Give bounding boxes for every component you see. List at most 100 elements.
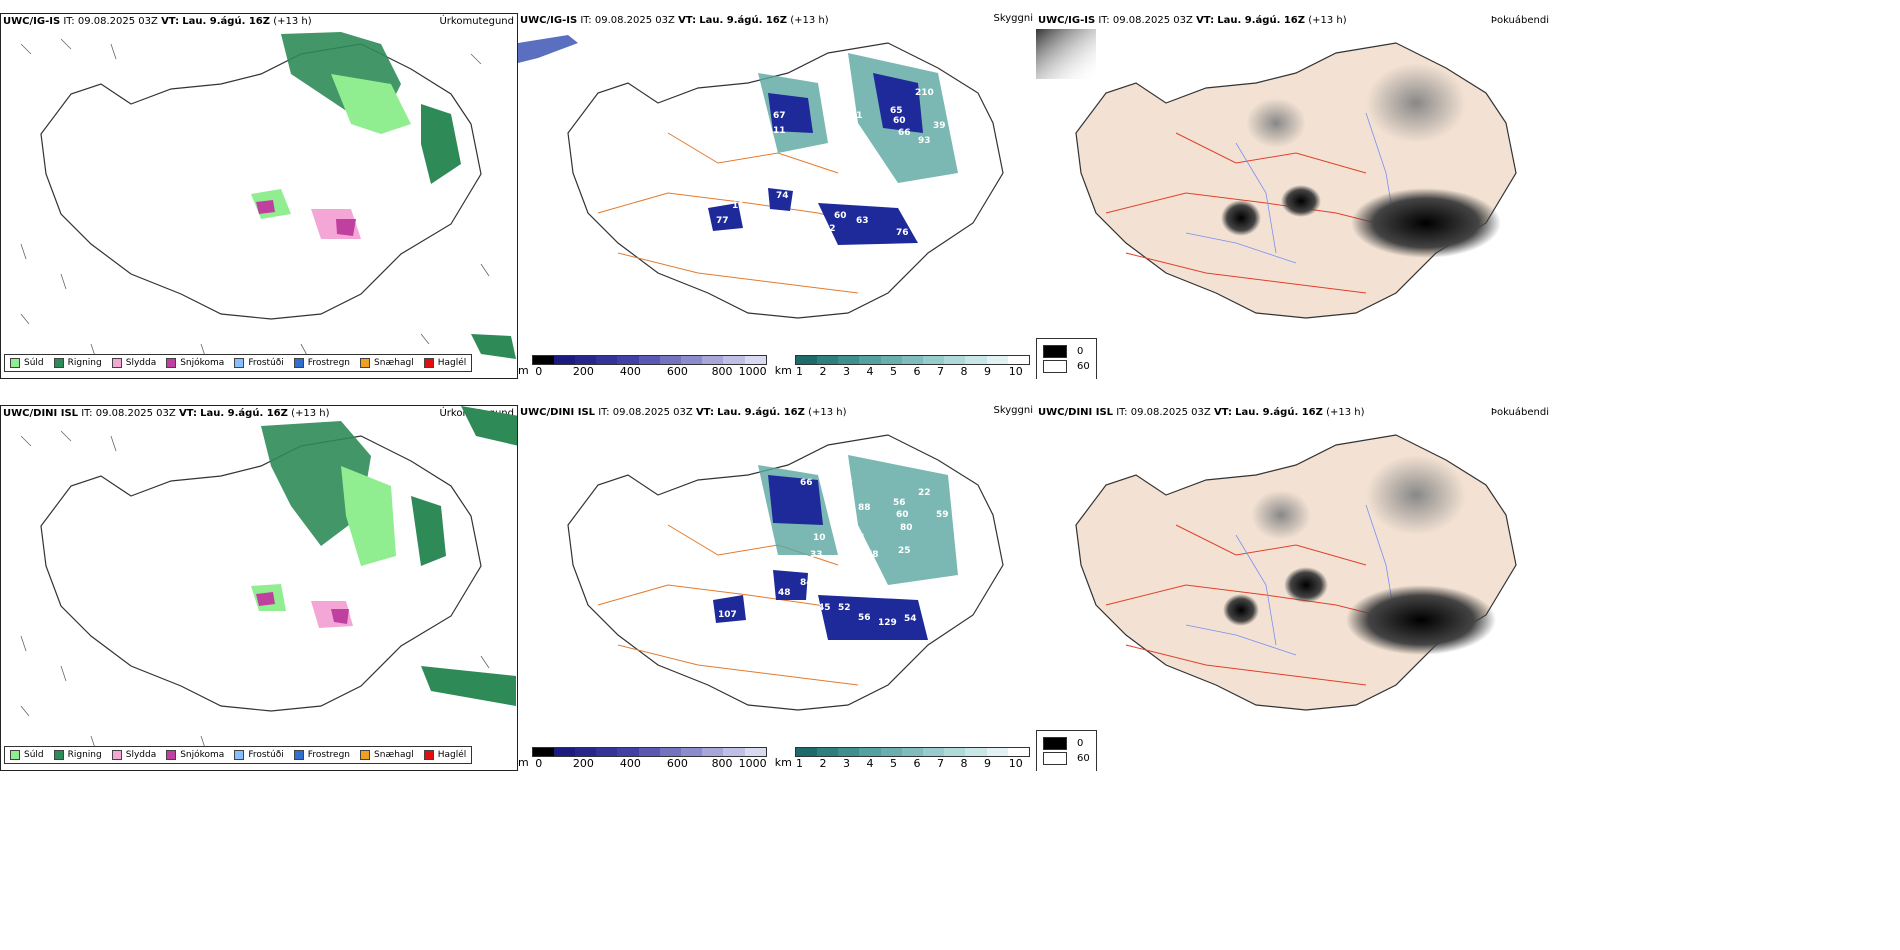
fog-legend-row: 60 — [1043, 752, 1090, 765]
cloud-base-label: 66 — [800, 478, 813, 488]
legend-swatch — [360, 358, 371, 368]
legend-item: Súld — [10, 750, 44, 760]
cloud-visibility-panel-row1: UWC/IG-IS IT: 09.08.2025 03Z VT: Lau. 9.… — [518, 13, 1036, 379]
cloud-base-label: 66 — [898, 128, 911, 138]
colorbar-tick: 5 — [890, 365, 897, 378]
colorbar-tick: 7 — [937, 757, 944, 770]
colorbar-tick: 4 — [866, 365, 874, 378]
cloud-base-label: 210 — [915, 88, 934, 98]
cloud-base-label: 61 — [913, 216, 926, 226]
fog-legend-row: 0 — [1043, 737, 1090, 750]
colorbar-tick: 200 — [572, 757, 594, 770]
cloud-base-label: 88 — [858, 503, 871, 513]
cloud-base-label: 65 — [890, 106, 903, 116]
panel-title: UWC/IG-IS IT: 09.08.2025 03Z VT: Lau. 9.… — [520, 15, 829, 26]
cloud-base-label: 10 — [813, 533, 826, 543]
colorbar-tick: 8 — [960, 757, 968, 770]
legend-item: Frostúði — [234, 358, 284, 368]
legend-item: Súld — [10, 358, 44, 368]
cloud-visibility-map: 52 86 71 65 60 66 93 210 39 67 11 74 90 … — [518, 35, 1004, 319]
cloud-base-label: 65 — [838, 585, 851, 595]
colorbar-cells — [531, 747, 767, 757]
legend-item: Snæhagl — [360, 358, 414, 368]
legend-item: Haglél — [423, 358, 466, 368]
legend-swatch — [166, 358, 177, 368]
cloud-base-label: 22 — [918, 488, 931, 498]
legend-item: Frostregn — [293, 358, 350, 368]
colorbar-tick: 400 — [619, 365, 641, 378]
cloud-base-label: 67 — [773, 111, 786, 121]
legend-item: Slydda — [111, 750, 156, 760]
precip-map — [20, 32, 516, 360]
cloud-base-label: 45 — [818, 603, 831, 613]
iceland-coastline — [567, 42, 1004, 319]
cloud-base-label: 60 — [896, 510, 909, 520]
cloud-base-label: 11 — [732, 201, 745, 211]
fog-index-panel-row2: UWC/DINI ISL IT: 09.08.2025 03Z VT: Lau.… — [1036, 405, 1552, 771]
legend-swatch — [293, 358, 304, 368]
cloud-base-label: 77 — [716, 216, 729, 226]
cloud-base-unit: m — [518, 364, 529, 377]
legend-swatch — [166, 750, 177, 760]
cloud-base-label: 90 — [866, 158, 879, 168]
visibility-unit: km — [774, 756, 792, 769]
legend-swatch — [234, 750, 245, 760]
cloud-base-label: 65 — [858, 176, 871, 186]
legend-swatch — [360, 750, 371, 760]
colorbar-tick: 1 — [796, 365, 803, 378]
legend-swatch — [423, 750, 434, 760]
cloud-base-unit: m — [518, 756, 529, 769]
legend-swatch — [111, 750, 122, 760]
colorbar-tick: 9 — [984, 757, 991, 770]
legend-item: Snæhagl — [360, 750, 414, 760]
cloud-base-label: 47 — [856, 568, 869, 578]
colorbar-cells — [531, 355, 767, 365]
panel-parameter-label: Þokuábendi — [1490, 407, 1549, 418]
colorbar-tick: 800 — [711, 365, 733, 378]
cloud-base-label: 71 — [850, 111, 863, 121]
cloud-base-label: 74 — [776, 191, 789, 201]
fog-index-map — [1075, 434, 1517, 711]
cloud-base-label: 84 — [800, 578, 813, 588]
colorbar-tick: 10 — [1008, 757, 1023, 770]
fog-index-legend: 0 60 — [1036, 730, 1097, 771]
legend-swatch — [10, 358, 20, 368]
cloud-base-label: 11 — [773, 126, 786, 136]
colorbar-tick: 5 — [890, 757, 897, 770]
cloud-base-label: 33 — [810, 550, 823, 560]
fog-legend-row: 0 — [1043, 345, 1090, 358]
cloud-base-label: 54 — [904, 614, 917, 624]
legend-swatch — [111, 358, 122, 368]
legend-item: Snjókoma — [166, 750, 224, 760]
legend-item: Frostregn — [293, 750, 350, 760]
cloud-base-label: 39 — [933, 121, 946, 131]
colorbar-tick: 6 — [913, 757, 921, 770]
cloud-base-label: 52 — [838, 603, 851, 613]
colorbar-tick: 3 — [843, 365, 850, 378]
panel-title: UWC/IG-IS IT: 09.08.2025 03Z VT: Lau. 9.… — [1038, 15, 1347, 26]
cloud-base-label: 78 — [866, 550, 879, 560]
colorbar-tick: 1000 — [738, 757, 767, 770]
colorbar-tick: 7 — [937, 365, 944, 378]
cloud-base-label: 107 — [718, 610, 737, 620]
colorbar-tick: 8 — [960, 365, 968, 378]
panel-title: UWC/DINI ISL IT: 09.08.2025 03Z VT: Lau.… — [1038, 407, 1365, 418]
legend-item: Rigning — [53, 358, 102, 368]
panel-parameter-label: Úrkomutegund — [439, 16, 514, 27]
cloud-base-label: 48 — [778, 588, 791, 598]
visibility-unit: km — [774, 364, 792, 377]
colorbar-tick: 600 — [666, 365, 688, 378]
cloud-base-label: 51 — [853, 533, 866, 543]
cloud-base-colorbar: m 0 200 400 600 800 1000 km 1 2 3 — [518, 747, 1030, 770]
panel-title: UWC/DINI ISL IT: 09.08.2025 03Z VT: Lau.… — [3, 408, 330, 419]
cloud-base-label: 56 — [893, 498, 906, 508]
colorbar-tick: 4 — [866, 757, 874, 770]
colorbar-tick: 1 — [796, 757, 803, 770]
cloud-base-label: 60 — [834, 211, 847, 221]
cloud-base-colorbar: m 0 200 400 600 800 1000 km 1 2 3 — [518, 355, 1030, 378]
precip-type-panel-row1: UWC/IG-IS IT: 09.08.2025 03Z VT: Lau. 9.… — [0, 13, 518, 379]
colorbar-tick: 10 — [1008, 365, 1023, 378]
legend-swatch — [53, 750, 64, 760]
colorbar-tick: 2 — [819, 365, 827, 378]
legend-item: Haglél — [423, 750, 466, 760]
